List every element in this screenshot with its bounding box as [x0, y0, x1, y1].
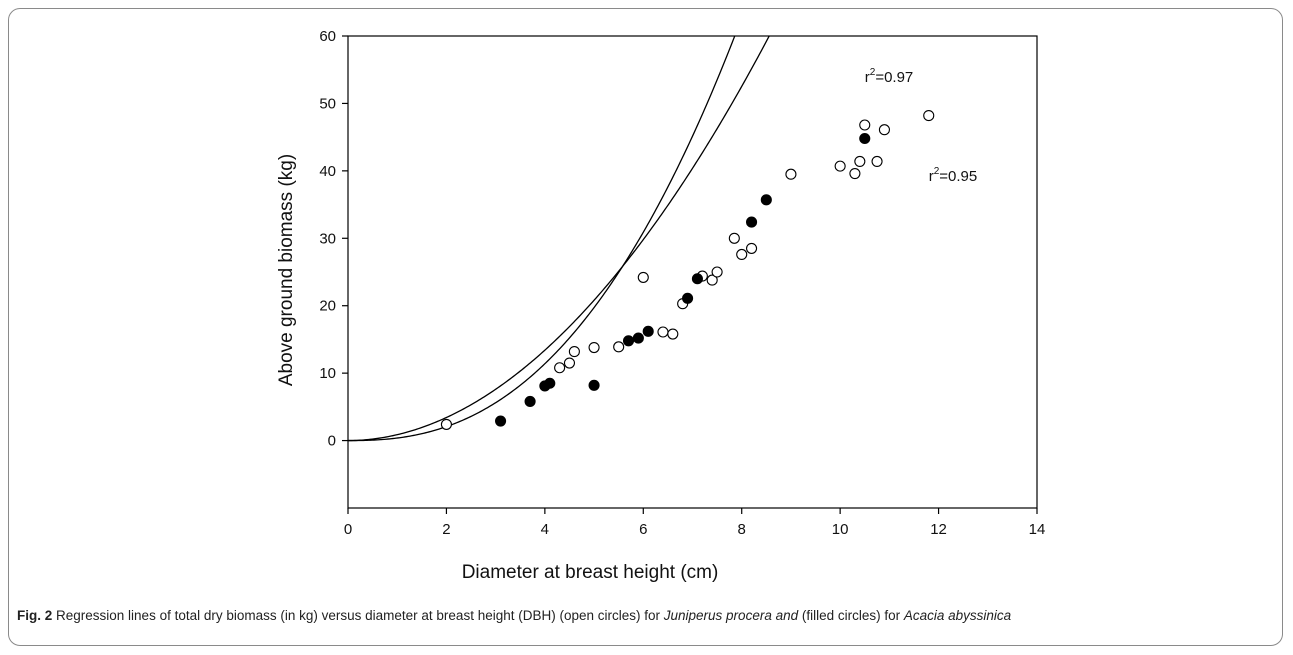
y-tick-label: 30	[319, 230, 336, 247]
open-circle-point	[878, 124, 890, 136]
filled-circle-point	[682, 292, 694, 304]
y-tick-label: 40	[319, 163, 336, 180]
y-tick-label: 60	[319, 28, 336, 45]
open-circle-point	[568, 346, 580, 358]
x-tick-label: 14	[1029, 521, 1046, 538]
open-circle-point	[613, 341, 625, 353]
species-1: Juniperus procera and	[663, 608, 799, 623]
filled-circle-point	[524, 395, 536, 408]
open-circle-point	[785, 168, 797, 180]
caption-text-1: Regression lines of total dry biomass (i…	[52, 608, 664, 623]
figure-frame	[8, 8, 1283, 646]
x-tick-label: 0	[344, 521, 352, 538]
open-circle-point	[563, 357, 576, 369]
open-circle-point	[746, 242, 758, 254]
y-tick-label: 10	[319, 365, 336, 382]
open-circle-point	[728, 232, 740, 244]
filled-circle-point	[588, 379, 600, 391]
r-squared-annotation: r2=0.95	[929, 166, 978, 185]
open-circle-point	[637, 271, 649, 283]
plot-area-border	[347, 35, 1038, 509]
x-tick-label: 12	[930, 521, 947, 538]
open-circle-point	[834, 160, 846, 172]
regression-curve-1	[348, 36, 736, 442]
filled-circle-point	[746, 216, 758, 228]
open-circle-point	[923, 110, 935, 122]
regression-curves	[348, 36, 770, 442]
y-tick-label: 0	[328, 433, 336, 450]
open-circle-point	[657, 326, 669, 338]
r-squared-annotation: r2=0.97	[865, 67, 914, 86]
open-circle-point	[736, 248, 748, 261]
y-tick-label: 50	[319, 95, 336, 112]
open-circle-point	[667, 328, 679, 340]
open-circle-point	[849, 168, 861, 180]
regression-curve-2	[348, 36, 770, 442]
open-circle-point	[588, 341, 600, 354]
x-axis-label: Diameter at breast height (cm)	[462, 562, 719, 583]
open-circle-point	[440, 418, 452, 430]
axes: 0 2 4 6 8 10 12 14 0 10 20 30 40 50 60	[319, 28, 1045, 538]
filled-circle-point	[622, 335, 635, 347]
x-tick-label: 6	[639, 521, 647, 538]
x-tick-label: 4	[541, 521, 549, 538]
open-circle-point	[854, 155, 866, 167]
filled-circle-point	[495, 415, 507, 427]
open-circle-point	[871, 155, 883, 167]
y-tick-label: 20	[319, 298, 336, 315]
filled-circle-point	[859, 132, 871, 145]
figure-label: Fig. 2	[17, 608, 53, 623]
open-circle-point	[554, 362, 566, 374]
x-tick-label: 2	[442, 521, 450, 538]
caption-text-2: (filled circles) for	[798, 608, 904, 623]
x-tick-label: 8	[738, 521, 746, 538]
annotations: r2=0.97 r2=0.95	[865, 67, 978, 185]
figure-caption: Fig. 2 Regression lines of total dry bio…	[17, 606, 1267, 625]
y-axis-label: Above ground biomass (kg)	[276, 154, 297, 386]
filled-circle-point	[691, 273, 703, 285]
open-circle-point	[706, 274, 718, 286]
species-2: Acacia abyssinica	[903, 608, 1012, 623]
data-points	[440, 110, 935, 430]
filled-circle-point	[632, 332, 644, 344]
filled-circle-point	[760, 194, 772, 206]
filled-circle-point	[642, 325, 654, 337]
filled-circle-point	[544, 377, 556, 389]
open-circle-point	[859, 119, 871, 131]
x-tick-label: 10	[832, 521, 849, 538]
open-circle-point	[711, 266, 723, 278]
